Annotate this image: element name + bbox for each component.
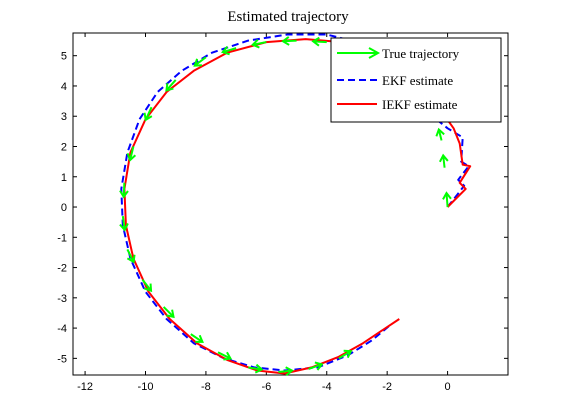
true-trajectory-arrow-shaft (122, 182, 126, 197)
y-tick-label: -2 (57, 263, 67, 275)
legend-label-iekf: IEKF estimate (382, 97, 458, 112)
true-trajectory-arrow-head (195, 334, 204, 343)
true-trajectory-arrow-shaft (442, 155, 446, 168)
true-trajectory-arrow-head (343, 349, 353, 359)
legend-label-ekf: EKF estimate (382, 73, 453, 88)
true-trajectory-arrow-shaft (248, 366, 262, 371)
legend: True trajectory EKF estimate IEKF estima… (330, 37, 502, 123)
true-trajectory-arrow-head (439, 153, 449, 163)
true-trajectory-arrow-shaft (165, 79, 177, 92)
true-trajectory-arrow-head (442, 191, 452, 200)
true-trajectory-arrow-head (311, 36, 320, 47)
true-trajectory-arrow-shaft (445, 192, 449, 208)
true-trajectory-arrow-shaft (252, 41, 267, 46)
true-trajectory-arrow-shaft (222, 47, 237, 54)
true-trajectory-arrow-head (126, 254, 136, 264)
x-tick-label: -8 (201, 381, 211, 393)
y-tick-label: -4 (57, 323, 67, 335)
y-tick-label: 4 (61, 81, 67, 93)
true-trajectory-arrow-shaft (144, 106, 153, 121)
true-trajectory-arrow-shaft (217, 351, 231, 360)
legend-label-true: True trajectory (382, 46, 460, 61)
chart-title: Estimated trajectory (227, 9, 349, 25)
true-trajectory-arrow-head (250, 38, 260, 49)
true-trajectory-arrow-head (143, 112, 153, 122)
x-tick-label: -4 (322, 381, 332, 393)
true-trajectory-arrow-head (119, 223, 129, 232)
true-trajectory-arrow-shaft (162, 306, 175, 318)
true-trajectory-arrow-head (220, 45, 230, 56)
true-trajectory-arrow-shaft (141, 279, 152, 292)
true-trajectory-arrow-head (126, 152, 137, 162)
x-tick-label: -10 (138, 381, 154, 393)
true-trajectory-arrow-head (193, 58, 202, 67)
y-tick-label: 3 (61, 111, 67, 123)
y-tick-label: 1 (61, 172, 67, 184)
true-trajectory-arrow-head (165, 83, 174, 92)
true-trajectory-arrow-head (314, 361, 324, 371)
true-trajectory-arrow-shaft (437, 129, 443, 141)
true-trajectory-arrow-head (254, 363, 264, 374)
y-tick-label: -5 (57, 353, 67, 365)
y-tick-label: -1 (57, 232, 67, 244)
true-trajectory-arrow-shaft (282, 39, 297, 43)
x-tick-label: -2 (382, 381, 392, 393)
legend-arrow-head (368, 47, 381, 59)
true-trajectory-arrow-head (435, 127, 445, 137)
true-trajectory-arrow-shaft (126, 248, 135, 263)
true-trajectory-arrow-shaft (313, 40, 327, 44)
true-trajectory-arrow-head (223, 351, 233, 361)
true-trajectory-arrow-shaft (121, 215, 126, 231)
true-trajectory-arrow-head (119, 190, 129, 199)
iekf-estimate-line (123, 38, 472, 375)
true-trajectory-arrow-shaft (308, 363, 323, 370)
true-trajectory-arrow-shaft (278, 369, 293, 373)
true-trajectory-arrow-shaft (194, 56, 207, 67)
true-trajectory-arrow-head (143, 283, 153, 293)
true-trajectory-arrow-shaft (338, 350, 352, 360)
y-tick-label: -3 (57, 293, 67, 305)
y-tick-label: 5 (61, 51, 67, 63)
x-tick-label: -12 (77, 381, 93, 393)
true-trajectory-arrow-head (166, 309, 175, 319)
true-trajectory-arrow-shaft (190, 333, 204, 343)
true-trajectory-arrow-head (285, 366, 294, 376)
true-trajectory-arrow-shaft (129, 146, 135, 161)
x-tick-label: -6 (261, 381, 271, 393)
y-tick-label: 0 (61, 202, 67, 214)
true-trajectory-arrow-head (281, 36, 290, 46)
x-tick-label: 0 (445, 381, 451, 393)
ekf-estimate-line (120, 33, 470, 372)
y-tick-label: 2 (61, 141, 67, 153)
